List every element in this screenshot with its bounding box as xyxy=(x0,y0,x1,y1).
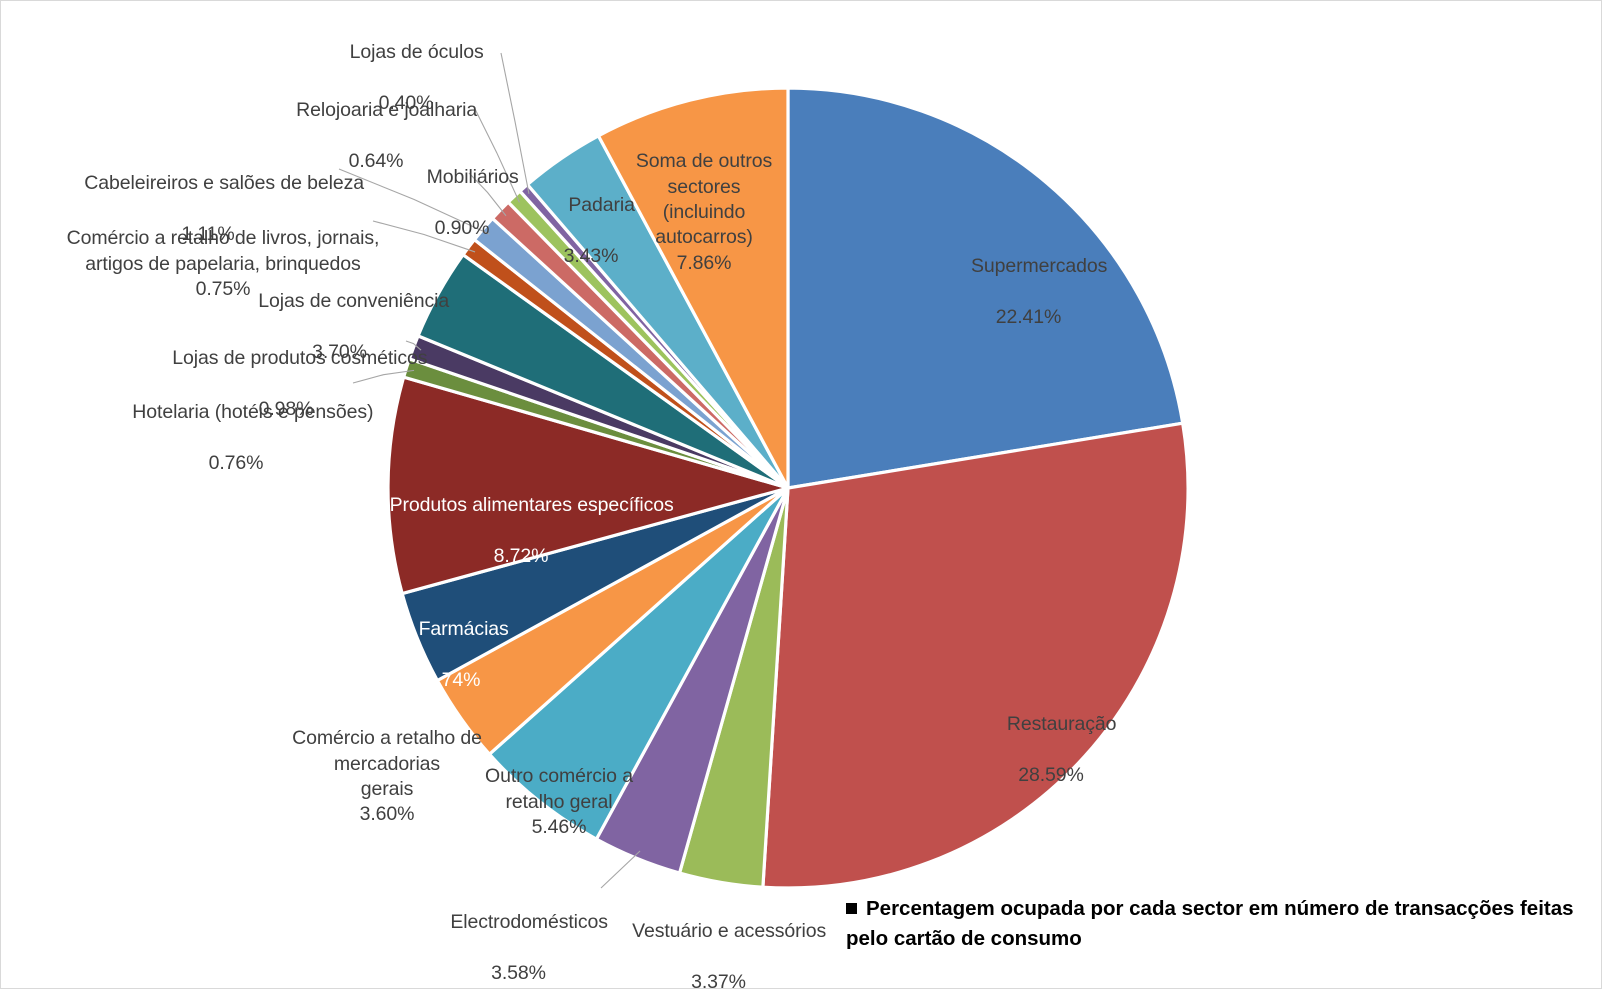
chart-legend: Percentagem ocupada por cada sector em n… xyxy=(846,894,1586,953)
slice-label-supermercados: Supermercados 22.41% xyxy=(931,229,1126,381)
leader-line xyxy=(500,52,530,194)
slice-label-text: Vestuário e acessórios xyxy=(632,920,827,943)
slice-label-text: Comércio a retalho de mercadorias gerais xyxy=(292,727,482,801)
slice-label-outro-comercio-a-retalho-geral: Outro comércio a retalho geral 5.46% xyxy=(484,739,634,866)
slice-label-text: Produtos alimentares específicos xyxy=(389,494,674,517)
slice-label-text: Farmácias xyxy=(418,618,509,641)
leader-line xyxy=(352,369,415,384)
slice-label-text: Lojas de produtos cosméticos xyxy=(172,347,428,370)
slice-label-pct: 3.58% xyxy=(491,962,546,985)
slice-label-text: Restauração xyxy=(1006,713,1117,736)
leader-line xyxy=(600,850,641,889)
pie-slice xyxy=(786,86,1185,490)
slice-label-text: Cabeleireiros e salões de beleza xyxy=(84,172,365,195)
slice-label-text: Electrodomésticos xyxy=(450,911,608,934)
slice-label-mobiliarios: Mobiliários 0.90% xyxy=(371,140,553,292)
leader-line xyxy=(372,220,476,253)
slice-label-pct: 3.74% xyxy=(425,669,481,692)
legend-entry-label: Percentagem ocupada por cada sector em n… xyxy=(846,897,1574,950)
slice-label-lojas-de-oculos: Lojas de óculos 0.40% xyxy=(301,15,511,167)
slice-label-pct: 22.41% xyxy=(995,306,1062,329)
slice-label-text: Lojas de conveniência xyxy=(258,290,450,313)
slice-label-hotelaria: Hotelaria (hotéis e pensões) 0.76% xyxy=(111,375,373,527)
slice-label-cabeleireiros-e-saloes-de-beleza: Cabeleireiros e salões de beleza 1.11% xyxy=(63,146,364,298)
slice-label-pct: 0.75% xyxy=(195,278,251,301)
slice-label-text: Comércio a retalho de livros, jornais, a… xyxy=(66,227,380,275)
slice-label-text: Soma de outros sectores (incluindo autoc… xyxy=(635,150,773,249)
slice-label-produtos-alimentares-especificos: Produtos alimentares específicos 8.72% xyxy=(356,468,686,620)
slice-label-farmacias: Farmácias 3.74% xyxy=(383,592,523,744)
slice-label-pct: 3.43% xyxy=(563,245,619,268)
slice-label-pct: 0.76% xyxy=(208,452,264,475)
slice-label-text: Outro comércio a retalho geral xyxy=(485,765,633,813)
slice-label-vestuario-e-acessorios: Vestuário e acessórios 3.37% xyxy=(601,894,836,989)
pie-slice xyxy=(487,486,790,841)
slice-label-pct: 1.11% xyxy=(181,223,235,246)
slice-label-text: Mobiliários xyxy=(426,166,519,189)
slice-label-padaria: Padaria 3.43% xyxy=(521,168,661,320)
slice-label-pct: 3.70% xyxy=(312,341,367,364)
slice-label-text: Hotelaria (hotéis e pensões) xyxy=(132,401,374,424)
slice-label-text: Lojas de óculos xyxy=(349,41,484,64)
slice-label-soma-de-outros-sectores: Soma de outros sectores (incluindo autoc… xyxy=(630,124,778,301)
slice-label-pct: 7.86% xyxy=(676,251,732,274)
slice-label-pct: 3.60% xyxy=(359,803,415,826)
pie-slice-group xyxy=(386,86,1190,890)
slice-label-text: Relojoaria e joalharia xyxy=(296,99,478,122)
slice-label-comercio-mercadorias-gerais: Comércio a retalho de mercadorias gerais… xyxy=(237,701,537,853)
slice-label-comercio-livros-jornais: Comércio a retalho de livros, jornais, a… xyxy=(63,201,383,328)
legend-square-icon xyxy=(846,903,857,914)
pie-slice xyxy=(761,421,1190,890)
slice-label-lojas-de-conveniencia: Lojas de conveniência 3.70% xyxy=(237,264,449,416)
leader-line xyxy=(473,106,520,203)
slice-label-pct: 3.37% xyxy=(691,971,746,989)
slice-label-pct: 5.46% xyxy=(531,816,587,839)
leader-line xyxy=(338,168,490,235)
leader-line xyxy=(405,340,422,351)
leader-line-group xyxy=(338,52,641,889)
slice-label-pct: 0.40% xyxy=(378,92,434,115)
slice-label-text: Padaria xyxy=(568,194,635,217)
slice-label-relojoaria-e-joalharia: Relojoaria e joalharia 0.64% xyxy=(256,73,496,225)
pie-slice xyxy=(596,86,790,490)
slice-label-pct: 28.59% xyxy=(1018,764,1084,787)
slice-label-lojas-de-produtos-cosmeticos: Lojas de produtos cosméticos 0.98% xyxy=(151,321,427,473)
slice-label-pct: 0.90% xyxy=(434,217,490,240)
leader-line xyxy=(468,172,507,217)
slice-label-pct: 8.72% xyxy=(493,545,549,568)
slice-label-restauracao: Restauração 28.59% xyxy=(961,687,1141,839)
slice-label-pct: 0.98% xyxy=(258,398,314,421)
slice-label-pct: 0.64% xyxy=(348,150,404,173)
pie-slice xyxy=(386,375,790,596)
slice-label-electrodomesticos: Electrodomésticos 3.58% xyxy=(426,885,611,988)
slice-label-text: Supermercados xyxy=(970,255,1108,278)
